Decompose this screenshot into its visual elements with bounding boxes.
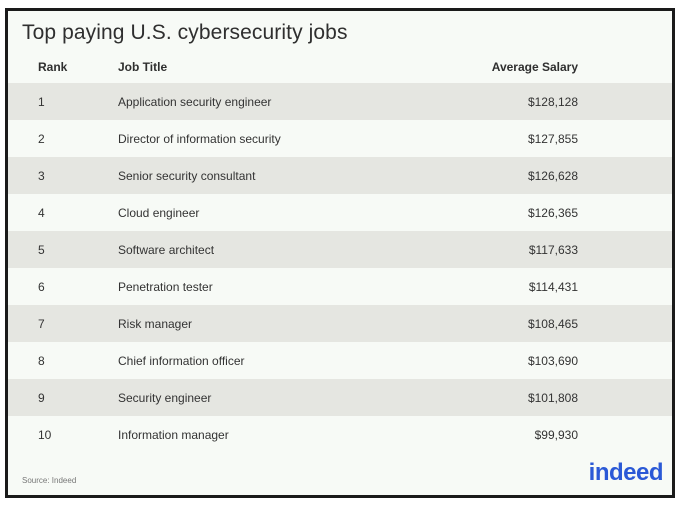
- cell-rank: 10: [38, 428, 52, 442]
- cell-average-salary: $101,808: [527, 391, 578, 405]
- chart-title: Top paying U.S. cybersecurity jobs: [22, 21, 348, 44]
- table-row: 6 Penetration tester $114,431: [8, 268, 672, 305]
- cell-job-title: Director of information security: [118, 132, 281, 146]
- cell-job-title: Software architect: [118, 243, 215, 257]
- cell-average-salary: $126,628: [527, 169, 578, 183]
- table-row: 8 Chief information officer $103,690: [8, 342, 672, 379]
- table-row: 9 Security engineer $101,808: [8, 379, 672, 416]
- cell-rank: 2: [38, 132, 45, 146]
- table-row: 7 Risk manager $108,465: [8, 305, 672, 342]
- cell-average-salary: $99,930: [534, 428, 578, 442]
- cell-average-salary: $127,855: [527, 132, 578, 146]
- table-row: 1 Application security engineer $128,128: [8, 83, 672, 120]
- cell-job-title: Risk manager: [118, 317, 193, 331]
- cell-job-title: Security engineer: [118, 391, 212, 405]
- table-header: Rank Job Title Average Salary: [8, 60, 672, 80]
- source-note: Source: Indeed: [22, 476, 77, 485]
- cell-rank: 4: [38, 206, 45, 220]
- cell-job-title: Chief information officer: [118, 354, 245, 368]
- header-rank: Rank: [38, 60, 68, 74]
- cell-rank: 8: [38, 354, 45, 368]
- chart-frame: Top paying U.S. cybersecurity jobs Rank …: [5, 8, 675, 498]
- cell-rank: 9: [38, 391, 45, 405]
- header-job-title: Job Title: [118, 60, 168, 74]
- cell-job-title: Application security engineer: [118, 95, 272, 109]
- header-average-salary: Average Salary: [491, 60, 578, 74]
- table-row: 3 Senior security consultant $126,628: [8, 157, 672, 194]
- cell-rank: 6: [38, 280, 45, 294]
- cell-job-title: Information manager: [118, 428, 229, 442]
- cell-average-salary: $108,465: [527, 317, 578, 331]
- cell-average-salary: $128,128: [527, 95, 578, 109]
- cell-average-salary: $114,431: [528, 280, 578, 294]
- cell-rank: 7: [38, 317, 45, 331]
- table-row: 5 Software architect $117,633: [8, 231, 672, 268]
- cell-job-title: Penetration tester: [118, 280, 213, 294]
- table-body: 1 Application security engineer $128,128 2 D…: [8, 83, 672, 453]
- cell-rank: 5: [38, 243, 45, 257]
- cell-job-title: Senior security consultant: [118, 169, 256, 183]
- cell-average-salary: $126,365: [527, 206, 578, 220]
- cell-average-salary: $117,633: [528, 243, 578, 257]
- cell-rank: 1: [38, 95, 45, 109]
- cell-job-title: Cloud engineer: [118, 206, 200, 220]
- table-row: 4 Cloud engineer $126,365: [8, 194, 672, 231]
- cell-average-salary: $103,690: [527, 354, 578, 368]
- table-row: 2 Director of information security $127,85…: [8, 120, 672, 157]
- table-row: 10 Information manager $99,930: [8, 416, 672, 453]
- indeed-logo: indeed: [588, 459, 664, 486]
- cell-rank: 3: [38, 169, 45, 183]
